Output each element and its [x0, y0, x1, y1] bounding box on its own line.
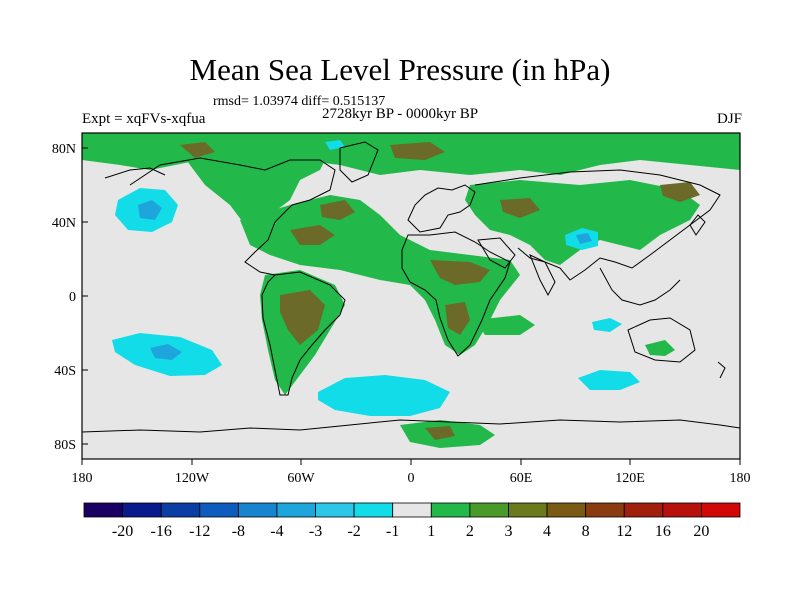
negative-region-southern-indian — [578, 370, 640, 390]
coast-south-america — [261, 271, 346, 396]
strong-positive-arctic-b — [180, 142, 215, 158]
colorbar-label: 2 — [466, 523, 474, 540]
negative-region-south-atlantic — [318, 375, 450, 416]
lon-label-60w: 60W — [287, 471, 315, 486]
coast-arabia — [477, 237, 516, 269]
colorbar-swatch — [585, 502, 625, 518]
colorbar-swatch — [508, 502, 548, 518]
coast-india — [529, 254, 556, 297]
lon-label-120w: 120W — [175, 471, 210, 486]
colorbar-swatch — [701, 502, 741, 518]
colorbar-swatch — [160, 502, 201, 518]
coast-antarctica — [82, 419, 740, 433]
colorbar-swatch — [392, 502, 432, 518]
positive-region-australia — [645, 340, 675, 356]
lon-label-60e: 60E — [510, 471, 533, 486]
strong-positive-siberia — [660, 182, 700, 202]
coast-asia — [474, 169, 721, 281]
coast-africa — [401, 231, 511, 357]
stats-line: rmsd= 1.03974 diff= 0.515137 — [213, 94, 386, 109]
colorbar-label: -4 — [270, 523, 283, 540]
strong-negative-south-pacific — [150, 344, 182, 360]
anomaly-field — [82, 133, 740, 448]
coast-alaska — [104, 167, 166, 179]
colorbar-swatch — [315, 502, 355, 518]
colorbar-label: -1 — [386, 523, 399, 540]
colorbar-label: -12 — [189, 523, 210, 540]
colorbar-label: 20 — [693, 523, 709, 540]
colorbar-swatch — [276, 502, 316, 518]
positive-region-north-america — [180, 140, 330, 235]
experiment-label: Expt = xqFVs-xqfua — [82, 111, 206, 127]
map-title: Mean Sea Level Pressure (in hPa) — [189, 52, 611, 87]
season-label: DJF — [716, 111, 742, 127]
colorbar-swatch — [83, 502, 123, 518]
coast-europe — [407, 184, 476, 233]
strong-positive-europe — [320, 200, 355, 220]
strong-positive-africa-south — [445, 302, 470, 335]
strong-negative-north-pacific — [138, 200, 162, 220]
colorbar-label: -20 — [112, 523, 133, 540]
coast-north-america — [129, 157, 336, 276]
colorbar-swatch — [546, 502, 587, 518]
colorbar-label: 4 — [543, 523, 551, 540]
lat-axis: 80N 40N 0 40S 80S — [52, 142, 88, 453]
lat-label-0: 0 — [69, 290, 76, 305]
colorbar-label: 8 — [582, 523, 590, 540]
lat-label-40s: 40S — [54, 364, 76, 379]
colorbar-label: 3 — [504, 523, 512, 540]
coast-new-zealand — [717, 361, 726, 379]
lat-label-80n: 80N — [52, 142, 76, 157]
colorbar-swatch — [623, 502, 664, 518]
colorbar-label: 12 — [616, 523, 632, 540]
colorbar-swatch — [430, 502, 471, 518]
colorbar-swatch — [199, 502, 239, 518]
colorbar-labels: -20 -16 -12 -8 -4 -3 -2 -1 1 2 3 4 8 12 16 20 — [112, 523, 709, 540]
coast-japan — [689, 214, 706, 236]
strong-positive-arctic-a — [390, 142, 445, 160]
colorbar-label: 16 — [655, 523, 671, 540]
coast-australia — [627, 317, 696, 363]
lon-label-180w: 180 — [72, 471, 93, 486]
colorbar-swatch — [469, 502, 509, 518]
coast-greenland — [339, 141, 379, 183]
colorbar-label: -2 — [347, 523, 360, 540]
lon-axis: 180 120W 60W 0 60E 120E 180 — [72, 459, 751, 486]
colorbar-swatch — [122, 502, 162, 518]
strong-negative-tibet — [576, 233, 592, 244]
colorbar-label: -3 — [309, 523, 322, 540]
colorbar-swatch — [662, 502, 702, 518]
colorbar-swatch — [237, 502, 278, 518]
lon-label-0: 0 — [408, 471, 415, 486]
strong-positive-south-america — [280, 290, 325, 345]
colorbar-label: 1 — [427, 523, 435, 540]
colorbar — [83, 502, 741, 518]
strong-positive-antarctic — [425, 426, 455, 440]
colorbar-swatch — [353, 502, 394, 518]
positive-region-indian — [475, 315, 535, 335]
strong-positive-asia — [500, 198, 540, 218]
lon-label-180e: 180 — [730, 471, 751, 486]
lat-label-80s: 80S — [54, 438, 76, 453]
lat-label-40n: 40N — [52, 216, 76, 231]
colorbar-label: -16 — [151, 523, 172, 540]
coastlines — [82, 141, 740, 433]
strong-positive-sahara — [430, 260, 490, 285]
period-label: 2728kyr BP - 0000kyr BP — [322, 106, 479, 122]
strong-positive-atlantic — [290, 225, 335, 245]
lon-label-120e: 120E — [615, 471, 645, 486]
coast-se-asia — [599, 267, 681, 306]
colorbar-label: -8 — [232, 523, 245, 540]
negative-region-indian-ocean — [592, 318, 622, 332]
